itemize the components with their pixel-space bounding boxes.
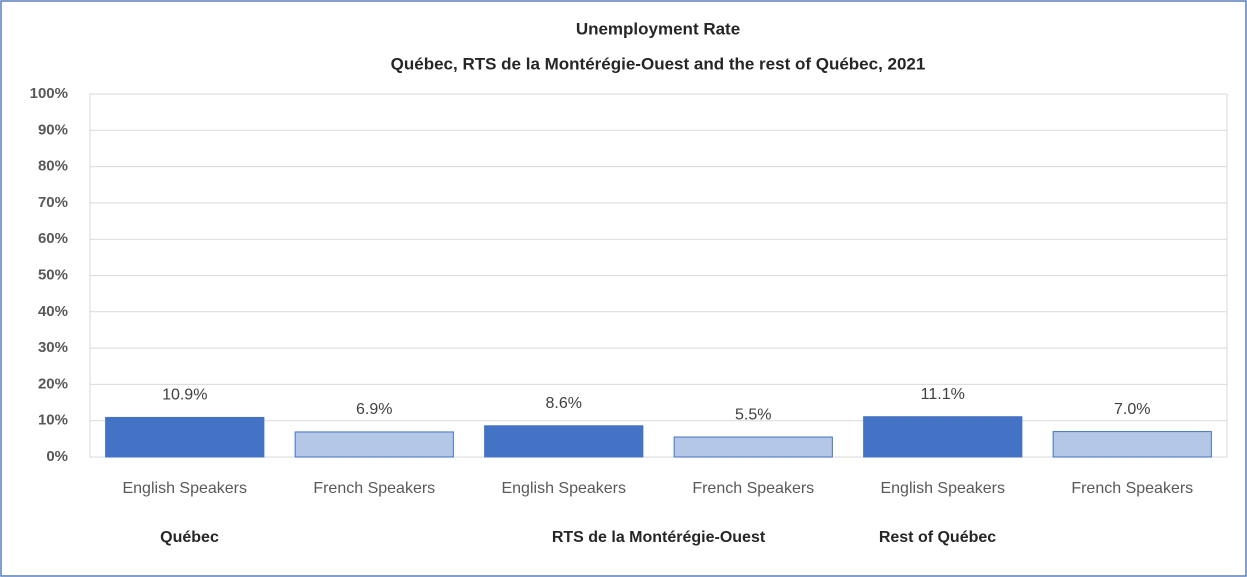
y-tick-label: 70%	[38, 194, 68, 211]
bar	[484, 425, 644, 458]
y-tick-label: 10%	[38, 412, 68, 429]
value-label: 8.6%	[546, 395, 582, 412]
bar	[105, 416, 265, 458]
x-tick-label: English Speakers	[880, 480, 1005, 497]
value-label: 5.5%	[735, 406, 771, 423]
y-tick-label: 20%	[38, 375, 68, 392]
x-tick-label: French Speakers	[313, 480, 435, 497]
group-label: RTS de la Montérégie-Ouest	[552, 529, 766, 546]
x-tick-label: English Speakers	[122, 480, 247, 497]
value-label: 11.1%	[921, 386, 965, 403]
x-tick-label: French Speakers	[1071, 480, 1193, 497]
value-label: 6.9%	[356, 401, 392, 418]
chart-title: Unemployment Rate	[576, 19, 740, 38]
bar	[863, 416, 1023, 458]
bar	[673, 436, 833, 458]
bar	[1052, 431, 1212, 458]
y-tick-label: 100%	[30, 85, 68, 102]
y-tick-label: 0%	[46, 448, 68, 465]
y-tick-label: 50%	[38, 266, 68, 283]
y-tick-label: 90%	[38, 121, 68, 138]
y-tick-label: 60%	[38, 230, 68, 247]
bar	[294, 431, 454, 458]
x-tick-label: French Speakers	[692, 480, 814, 497]
value-label: 10.9%	[162, 387, 207, 404]
value-label: 7.0%	[1114, 401, 1150, 418]
chart-subtitle: Québec, RTS de la Montérégie-Ouest and t…	[391, 54, 926, 73]
group-label: Rest of Québec	[879, 529, 996, 546]
y-tick-label: 40%	[38, 303, 68, 320]
group-label: Québec	[160, 529, 219, 546]
y-tick-label: 30%	[38, 339, 68, 356]
x-tick-label: English Speakers	[501, 480, 626, 497]
y-tick-label: 80%	[38, 158, 68, 175]
